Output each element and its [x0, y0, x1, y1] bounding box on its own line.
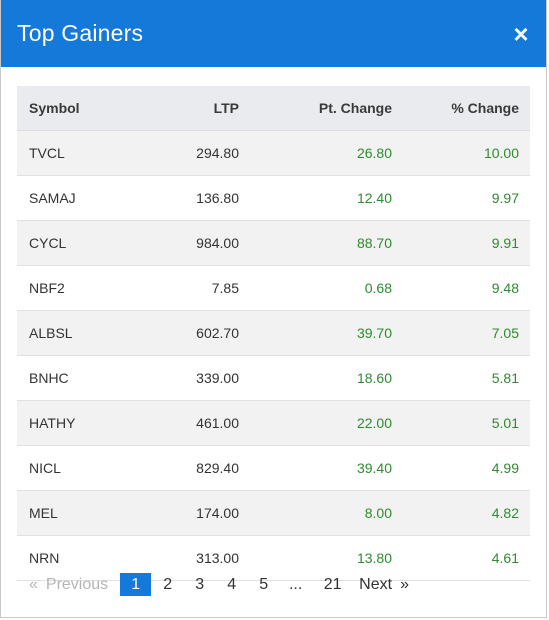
- previous-button: Previous: [45, 575, 109, 593]
- table-body: TVCL 294.80 26.80 10.00 SAMAJ 136.80 12.40 9.97…: [17, 130, 530, 581]
- table-row[interactable]: NRN 313.00 13.80 4.61: [17, 535, 530, 581]
- table-row[interactable]: HATHY 461.00 22.00 5.01: [17, 400, 530, 446]
- cell-pct-change: 9.91: [393, 220, 530, 266]
- table-row[interactable]: ALBSL 602.70 39.70 7.05: [17, 310, 530, 356]
- cell-pct-change: 5.01: [393, 400, 530, 446]
- page-button-2[interactable]: 2: [163, 576, 173, 593]
- pagination: « Previous 1 2 3 4 5 ... 21 Next »: [29, 573, 409, 596]
- cell-ltp: 7.85: [120, 265, 240, 311]
- cell-pt-change: 18.60: [240, 355, 393, 401]
- table-row[interactable]: TVCL 294.80 26.80 10.00: [17, 130, 530, 176]
- cell-ltp: 984.00: [120, 220, 240, 266]
- close-icon[interactable]: ×: [513, 18, 529, 49]
- cell-pt-change: 13.80: [240, 535, 393, 581]
- cell-pct-change: 9.97: [393, 175, 530, 221]
- cell-ltp: 602.70: [120, 310, 240, 356]
- table-row[interactable]: NBF2 7.85 0.68 9.48: [17, 265, 530, 311]
- cell-pt-change: 39.40: [240, 445, 393, 491]
- page-button-1[interactable]: 1: [120, 573, 152, 596]
- page-button-4[interactable]: 4: [227, 576, 237, 593]
- column-header-ltp[interactable]: LTP: [120, 86, 240, 131]
- page-button-last[interactable]: 21: [323, 576, 342, 593]
- column-header-pct-change[interactable]: % Change: [393, 86, 530, 131]
- gainers-table-container: Symbol LTP Pt. Change % Change TVCL 294.8…: [17, 86, 530, 581]
- pagination-ellipsis: ...: [288, 575, 303, 593]
- cell-pt-change: 12.40: [240, 175, 393, 221]
- cell-pct-change: 4.82: [393, 490, 530, 536]
- cell-symbol[interactable]: NBF2: [17, 265, 120, 311]
- table-row[interactable]: BNHC 339.00 18.60 5.81: [17, 355, 530, 401]
- cell-symbol[interactable]: BNHC: [17, 355, 120, 401]
- cell-pt-change: 26.80: [240, 130, 393, 176]
- column-header-symbol[interactable]: Symbol: [17, 86, 120, 131]
- table-row[interactable]: CYCL 984.00 88.70 9.91: [17, 220, 530, 266]
- cell-pt-change: 0.68: [240, 265, 393, 311]
- table-row[interactable]: NICL 829.40 39.40 4.99: [17, 445, 530, 491]
- cell-pt-change: 88.70: [240, 220, 393, 266]
- cell-pct-change: 4.99: [393, 445, 530, 491]
- table-header-row: Symbol LTP Pt. Change % Change: [17, 86, 530, 131]
- modal-header: Top Gainers ×: [1, 0, 546, 67]
- table-row[interactable]: SAMAJ 136.80 12.40 9.97: [17, 175, 530, 221]
- cell-pct-change: 9.48: [393, 265, 530, 311]
- cell-ltp: 136.80: [120, 175, 240, 221]
- cell-symbol[interactable]: ALBSL: [17, 310, 120, 356]
- cell-symbol[interactable]: NICL: [17, 445, 120, 491]
- cell-ltp: 174.00: [120, 490, 240, 536]
- cell-ltp: 829.40: [120, 445, 240, 491]
- gainers-table: Symbol LTP Pt. Change % Change TVCL 294.8…: [17, 86, 530, 581]
- cell-pct-change: 7.05: [393, 310, 530, 356]
- cell-symbol[interactable]: CYCL: [17, 220, 120, 266]
- cell-pct-change: 4.61: [393, 535, 530, 581]
- modal-title: Top Gainers: [17, 20, 144, 46]
- next-button[interactable]: Next: [359, 575, 393, 593]
- cell-symbol[interactable]: SAMAJ: [17, 175, 120, 221]
- page-button-5[interactable]: 5: [259, 576, 269, 593]
- cell-symbol[interactable]: NRN: [17, 535, 120, 581]
- cell-pt-change: 22.00: [240, 400, 393, 446]
- next-arrow-icon[interactable]: »: [400, 575, 409, 593]
- cell-ltp: 294.80: [120, 130, 240, 176]
- prev-arrow-icon: «: [29, 575, 38, 593]
- cell-symbol[interactable]: MEL: [17, 490, 120, 536]
- table-row[interactable]: MEL 174.00 8.00 4.82: [17, 490, 530, 536]
- cell-pct-change: 10.00: [393, 130, 530, 176]
- cell-ltp: 339.00: [120, 355, 240, 401]
- page-button-3[interactable]: 3: [195, 576, 205, 593]
- cell-symbol[interactable]: TVCL: [17, 130, 120, 176]
- cell-ltp: 461.00: [120, 400, 240, 446]
- cell-symbol[interactable]: HATHY: [17, 400, 120, 446]
- cell-pct-change: 5.81: [393, 355, 530, 401]
- column-header-pt-change[interactable]: Pt. Change: [240, 86, 393, 131]
- cell-pt-change: 8.00: [240, 490, 393, 536]
- cell-pt-change: 39.70: [240, 310, 393, 356]
